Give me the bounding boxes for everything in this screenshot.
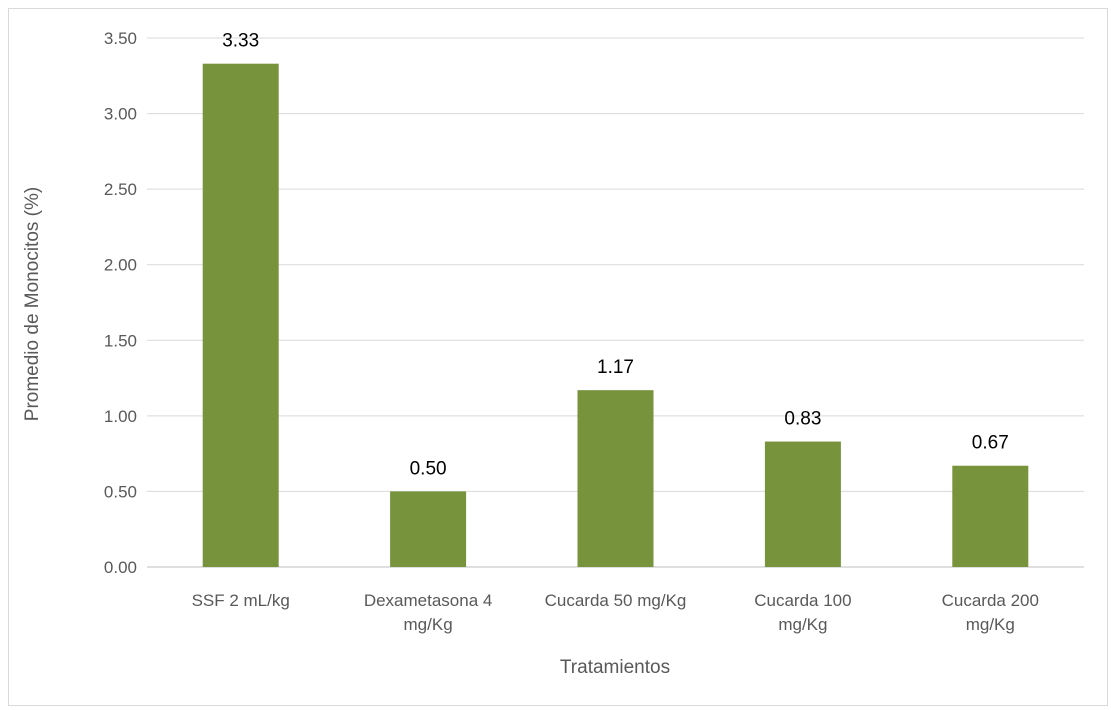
y-tick-label: 3.50 xyxy=(104,29,137,48)
x-axis-title: Tratamientos xyxy=(560,657,670,678)
y-axis-ticks: 0.00 0.50 1.00 1.50 2.00 2.50 3.00 3.50 xyxy=(104,29,137,577)
x-tick-label: SSF 2 mL/kg xyxy=(192,591,290,610)
x-tick-label: Cucarda 50 mg/Kg xyxy=(545,591,687,610)
data-label: 0.67 xyxy=(972,433,1009,454)
y-tick-label: 1.50 xyxy=(104,331,137,350)
bars xyxy=(202,63,1029,568)
x-tick-label: Dexametasona 4 mg/Kg xyxy=(364,591,493,634)
bar xyxy=(577,390,654,567)
bar xyxy=(952,465,1029,567)
x-tick-label: Cucarda 200 mg/Kg xyxy=(942,591,1039,634)
y-tick-label: 0.00 xyxy=(104,558,137,577)
bar xyxy=(202,63,279,568)
y-tick-label: 0.50 xyxy=(104,482,137,501)
bar xyxy=(764,441,841,567)
data-labels: 3.33 0.50 1.17 0.83 0.67 xyxy=(222,31,1009,480)
y-tick-label: 2.50 xyxy=(104,180,137,199)
data-label: 1.17 xyxy=(597,357,634,378)
gridlines xyxy=(147,37,1084,568)
chart-frame xyxy=(8,8,1108,706)
x-tick-label: Cucarda 100 mg/Kg xyxy=(754,591,851,634)
data-label: 0.50 xyxy=(410,458,447,479)
x-axis-ticks: SSF 2 mL/kg Dexametasona 4 mg/Kg Cucarda 50… xyxy=(192,591,1039,634)
y-tick-label: 3.00 xyxy=(104,105,137,124)
bar xyxy=(390,491,467,567)
data-label: 0.83 xyxy=(784,409,821,430)
y-axis-title: Promedio de Monocitos (%) xyxy=(22,187,43,421)
y-tick-label: 2.00 xyxy=(104,256,137,275)
y-tick-label: 1.00 xyxy=(104,407,137,426)
data-label: 3.33 xyxy=(222,31,259,52)
